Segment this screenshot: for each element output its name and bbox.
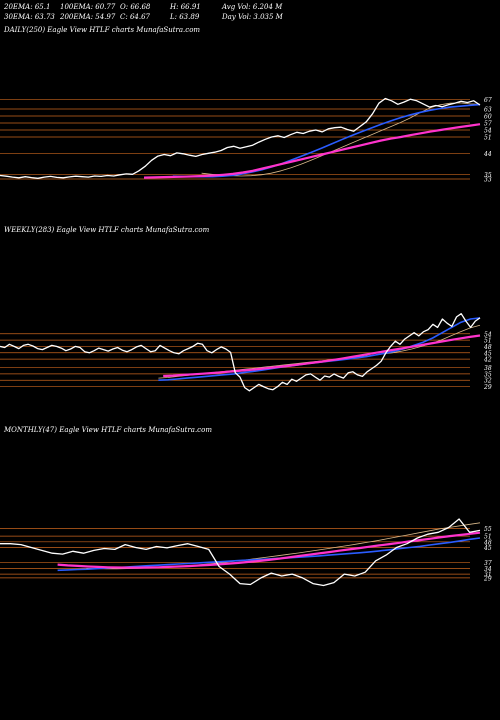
open-stat: O: 66.68 <box>120 3 151 11</box>
price-level-label: 44 <box>483 151 492 158</box>
price-level-label: 45 <box>483 545 492 552</box>
price-level-label: 38 <box>484 365 492 372</box>
header-row-1: 20EMA: 65.1 100EMA: 60.77 O: 66.68 H: 66… <box>4 2 496 12</box>
price-level-label: 55 <box>484 526 492 533</box>
price-level-label: 48 <box>483 539 492 546</box>
low-stat: L: 63.89 <box>170 13 200 21</box>
price-line <box>0 313 481 392</box>
ema-medium-line <box>57 537 481 572</box>
ema20-stat: 20EMA: 65.1 <box>4 3 51 11</box>
ema-long-line <box>57 531 481 569</box>
price-level-label: 63 <box>484 107 492 114</box>
price-level-label: 37 <box>484 560 492 567</box>
price-level-label: 32 <box>484 378 492 385</box>
avg-vol-stat: Avg Vol: 6.204 M <box>222 3 283 11</box>
price-level-label: 29 <box>483 384 492 391</box>
price-level-label: 51 <box>484 534 492 541</box>
price-level-label: 45 <box>483 350 492 357</box>
price-level-label: 51 <box>484 338 492 345</box>
daily-panel-title: DAILY(250) Eagle View HTLF charts Munafa… <box>4 26 201 34</box>
price-line <box>0 97 481 179</box>
price-level-label: 48 <box>483 344 492 351</box>
price-level-label: 33 <box>484 177 492 184</box>
ema100-stat: 100EMA: 60.77 <box>60 3 116 11</box>
ema-short-line <box>201 102 481 177</box>
ema-short-line <box>158 324 481 379</box>
ema-long-line <box>163 334 481 378</box>
price-level-label: 54 <box>484 331 492 338</box>
close-stat: C: 64.67 <box>120 13 150 21</box>
price-level-label: 35 <box>484 172 492 179</box>
price-level-label: 57 <box>484 121 492 128</box>
ema-long-line <box>143 123 481 179</box>
price-level-label: 29 <box>483 575 492 582</box>
price-level-label: 54 <box>484 128 492 135</box>
price-level-label: 60 <box>484 114 492 121</box>
weekly-panel-title: WEEKLY(283) Eagle View HTLF charts Munaf… <box>4 226 210 234</box>
price-level-label: 51 <box>484 135 492 142</box>
ema-header: 20EMA: 65.1 100EMA: 60.77 O: 66.68 H: 66… <box>4 2 496 22</box>
ema200-stat: 200EMA: 54.97 <box>60 13 116 21</box>
price-level-label: 42 <box>483 357 492 364</box>
price-line <box>0 518 481 587</box>
high-stat: H: 66.91 <box>170 3 201 11</box>
price-level-label: 34 <box>484 566 492 573</box>
day-vol-stat: Day Vol: 3.035 M <box>222 13 283 21</box>
price-level-label: 35 <box>484 371 492 378</box>
header-row-2: 30EMA: 63.73 200EMA: 54.97 C: 64.67 L: 6… <box>4 12 496 22</box>
ema30-stat: 30EMA: 63.73 <box>4 13 55 21</box>
ema-medium-line <box>172 103 481 178</box>
monthly-panel-title: MONTHLY(47) Eagle View HTLF charts Munaf… <box>4 426 212 434</box>
price-level-label: 31 <box>484 572 492 579</box>
price-level-label: 67 <box>484 97 492 104</box>
